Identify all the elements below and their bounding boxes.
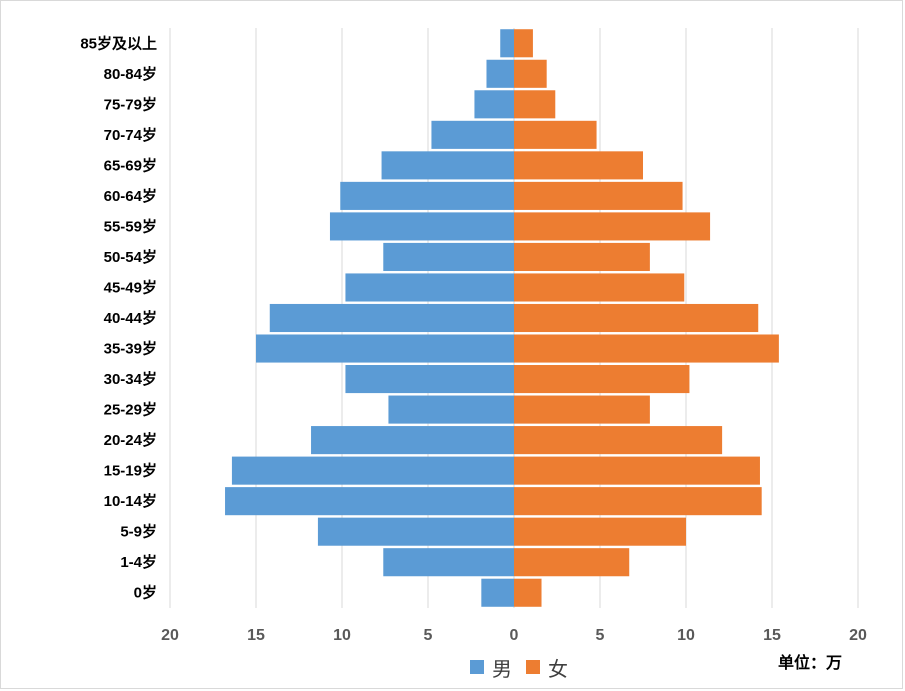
category-label: 80-84岁 [104, 65, 157, 83]
bar-male [311, 426, 514, 455]
bar-female [514, 273, 685, 302]
bar-male [474, 90, 514, 119]
legend-label-female: 女 [548, 657, 568, 681]
bar-female [514, 151, 643, 180]
category-label: 70-74岁 [104, 126, 157, 144]
bar-female [514, 90, 556, 119]
bar-female [514, 487, 762, 516]
x-tick-label: 20 [161, 627, 179, 644]
bar-male [345, 365, 514, 394]
bar-female [514, 578, 542, 607]
bar-male [383, 242, 514, 271]
bar-female [514, 29, 533, 58]
bar-male [381, 151, 514, 180]
category-label: 30-34岁 [104, 370, 157, 388]
category-label: 85岁及以上 [80, 34, 157, 52]
bar-male [481, 578, 514, 607]
unit-label: 单位：万 [778, 653, 842, 672]
bar-female [514, 120, 597, 149]
bar-female [514, 365, 690, 394]
x-tick-label: 15 [247, 627, 265, 644]
bar-male [269, 303, 514, 333]
bar-female [514, 517, 686, 546]
bar-male [329, 212, 514, 241]
category-label: 50-54岁 [104, 248, 157, 266]
bar-female [514, 181, 683, 210]
legend-label-male: 男 [492, 657, 512, 681]
bar-female [514, 242, 650, 271]
category-label: 20-24岁 [104, 431, 157, 449]
bar-female [514, 395, 650, 424]
bar-female [514, 456, 760, 485]
legend: 男 女 [470, 657, 568, 681]
x-tick-label: 10 [677, 627, 695, 644]
bar-female [514, 59, 547, 88]
category-label: 60-64岁 [104, 187, 157, 205]
category-label: 5-9岁 [120, 523, 157, 541]
bar-male [231, 456, 515, 485]
bar-female [514, 548, 630, 577]
x-tick-label: 5 [596, 627, 605, 644]
category-labels: 0岁 1-4岁 5-9岁 10-14岁 15-19岁 20-24岁 25-29岁 30-34岁… [80, 34, 157, 601]
bar-male [345, 273, 514, 302]
x-tick-label: 10 [333, 627, 351, 644]
bars [225, 29, 779, 607]
x-tick-label: 0 [510, 627, 519, 644]
category-label: 55-59岁 [104, 217, 157, 235]
category-label: 25-29岁 [104, 401, 157, 419]
bar-male [388, 395, 514, 424]
legend-swatch-female [526, 660, 540, 674]
bar-male [383, 548, 514, 577]
bar-male [500, 29, 514, 58]
bar-male [225, 487, 515, 516]
category-label: 10-14岁 [104, 492, 157, 510]
x-tick-labels: 20 15 10 5 0 5 10 15 20 [161, 627, 867, 644]
bar-male [486, 59, 514, 88]
legend-swatch-male [470, 660, 484, 674]
x-tick-label: 15 [763, 627, 781, 644]
bar-male [431, 120, 514, 149]
x-tick-label: 5 [424, 627, 433, 644]
x-tick-label: 20 [849, 627, 867, 644]
category-label: 0岁 [134, 584, 157, 602]
bar-female [514, 426, 723, 455]
bar-female [514, 212, 711, 241]
bar-male [256, 334, 514, 363]
category-label: 1-4岁 [120, 553, 157, 571]
category-label: 65-69岁 [104, 156, 157, 174]
bar-female [514, 334, 779, 363]
category-label: 45-49岁 [104, 278, 157, 296]
category-label: 40-44岁 [104, 309, 157, 327]
category-label: 15-19岁 [104, 462, 157, 480]
category-label: 35-39岁 [104, 340, 157, 358]
bar-male [340, 181, 514, 210]
bar-male [317, 517, 514, 546]
category-label: 75-79岁 [104, 95, 157, 113]
bar-female [514, 303, 759, 333]
